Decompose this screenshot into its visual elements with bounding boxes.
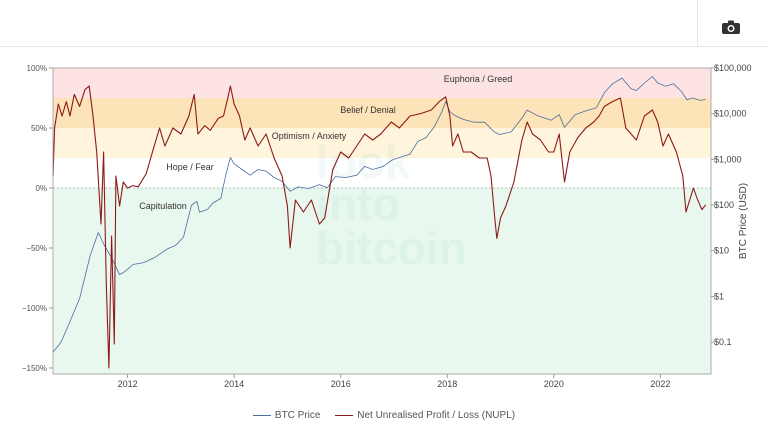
zone-band-3 <box>53 158 711 188</box>
left-tick-label-1: 50% <box>31 124 47 133</box>
x-tick-label-3: 2018 <box>437 379 457 389</box>
right-tick-label-0: $100,000 <box>714 63 752 73</box>
watermark-word-0: look <box>316 136 411 188</box>
right-tick-label-2: $1,000 <box>714 154 742 164</box>
zone-label-3: Hope / Fear <box>166 162 214 172</box>
zone-label-0: Euphoria / Greed <box>444 74 513 84</box>
camera-icon[interactable] <box>722 20 740 34</box>
zone-label-1: Belief / Denial <box>340 105 396 115</box>
plot-frame <box>52 67 712 375</box>
left-tick-label-5: −150% <box>22 364 47 373</box>
legend-swatch-nupl <box>335 415 354 416</box>
left-tick-label-3: −50% <box>26 244 47 253</box>
right-tick-label-4: $10 <box>714 246 729 256</box>
zone-label-4: Capitulation <box>139 201 187 211</box>
x-tick-label-1: 2014 <box>224 379 244 389</box>
right-tick-label-3: $100 <box>714 200 734 210</box>
x-tick-label-4: 2020 <box>544 379 564 389</box>
nupl-chart: Euphoria / Greed Belief / Denial Optimism … <box>22 63 752 389</box>
right-tick-label-1: $10,000 <box>714 109 747 119</box>
x-tick-label-5: 2022 <box>650 379 670 389</box>
zone-band-0 <box>53 68 711 98</box>
toolbar-divider <box>697 0 698 46</box>
left-tick-label-4: −100% <box>22 304 47 313</box>
legend-label-btc-price: BTC Price <box>274 410 321 421</box>
series-line-nupl <box>52 85 707 369</box>
x-tick-label-0: 2012 <box>118 379 138 389</box>
right-tick-label-5: $1 <box>714 291 724 301</box>
watermark-word-2: bitcoin <box>316 222 467 274</box>
left-tick-label-2: 0% <box>35 184 47 193</box>
right-axis-title: BTC Price (USD) <box>738 183 749 259</box>
chart-legend: BTC Price Net Unrealised Profit / Loss (… <box>0 408 768 421</box>
zone-label-2: Optimism / Anxiety <box>272 131 347 141</box>
left-tick-label-0: 100% <box>27 64 47 73</box>
legend-item-nupl[interactable]: Net Unrealised Profit / Loss (NUPL) <box>335 410 515 421</box>
series-line-btc-price <box>52 76 706 353</box>
legend-label-nupl: Net Unrealised Profit / Loss (NUPL) <box>357 410 516 421</box>
x-tick-label-2: 2016 <box>331 379 351 389</box>
zone-band-4 <box>53 188 711 374</box>
chart-toolbar <box>0 0 768 47</box>
right-tick-label-6: $0.1 <box>714 337 732 347</box>
legend-item-btc-price[interactable]: BTC Price <box>252 410 321 421</box>
legend-swatch-btc-price <box>252 415 271 416</box>
